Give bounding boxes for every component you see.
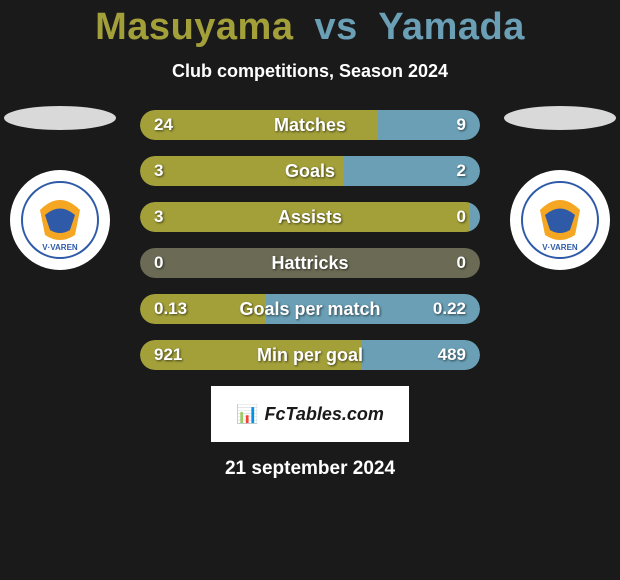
svg-text:V·VAREN: V·VAREN: [42, 243, 78, 252]
svg-text:V·VAREN: V·VAREN: [542, 243, 578, 252]
subtitle: Club competitions, Season 2024: [0, 61, 620, 82]
accent-ellipse-left: [4, 106, 116, 130]
title-vs: vs: [315, 6, 358, 48]
stat-row: 32Goals: [140, 156, 480, 186]
stat-label: Assists: [140, 202, 480, 232]
date-label: 21 september 2024: [0, 458, 620, 480]
team-badge-left: V·VAREN: [10, 170, 110, 270]
watermark-text: FcTables.com: [265, 404, 384, 425]
team-logo-right-icon: V·VAREN: [520, 180, 600, 260]
team-badge-right: V·VAREN: [510, 170, 610, 270]
accent-ellipse-right: [504, 106, 616, 130]
stat-row: 30Assists: [140, 202, 480, 232]
stat-row: 249Matches: [140, 110, 480, 140]
player2-name: Yamada: [378, 6, 525, 48]
stat-label: Matches: [140, 110, 480, 140]
watermark: 📊 FcTables.com: [211, 386, 409, 442]
stat-row: 921489Min per goal: [140, 340, 480, 370]
stat-row: 00Hattricks: [140, 248, 480, 278]
player1-name: Masuyama: [95, 6, 293, 48]
comparison-title: Masuyama vs Yamada: [0, 0, 620, 49]
stat-label: Min per goal: [140, 340, 480, 370]
chart-area: V·VAREN V·VAREN 249Matches 32Goals 30Assis…: [0, 110, 620, 370]
stat-row: 0.130.22Goals per match: [140, 294, 480, 324]
stat-rows: 249Matches 32Goals 30Assists 00Hattricks 0.1…: [140, 110, 480, 370]
stat-label: Hattricks: [140, 248, 480, 278]
team-logo-left-icon: V·VAREN: [20, 180, 100, 260]
stat-label: Goals: [140, 156, 480, 186]
stat-label: Goals per match: [140, 294, 480, 324]
watermark-chart-icon: 📊: [236, 404, 258, 425]
